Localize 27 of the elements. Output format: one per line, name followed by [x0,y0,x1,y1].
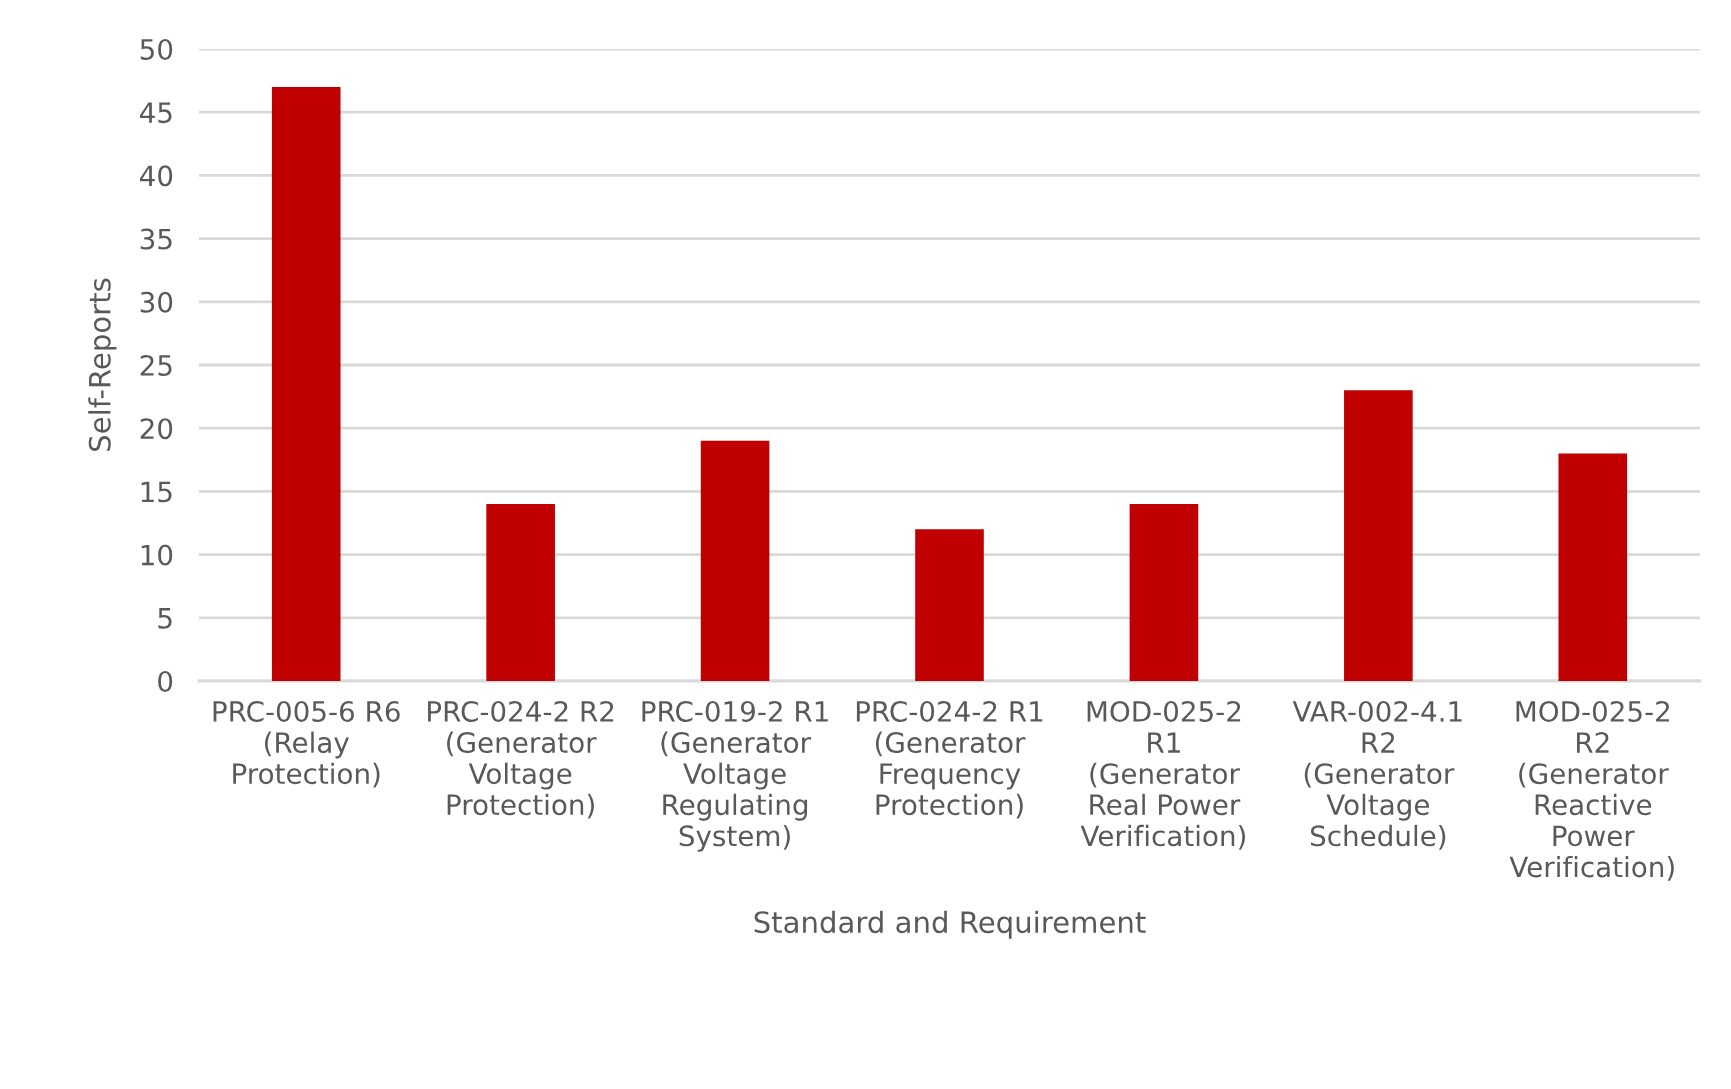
bar [700,440,770,681]
x-tick-label: PRC-024-2 R1 (Generator Frequency Protection) [856,700,1043,819]
bar [486,504,555,681]
y-tick-label: 40 [140,165,173,187]
y-tick-label: 50 [140,38,173,60]
y-tick-label: 15 [141,481,172,503]
y-axis-title: Self-Reports [88,278,117,451]
x-axis-title: Standard and Requirement [754,910,1146,939]
x-tick-label: PRC-005-6 R6 (Relay Protection) [213,700,400,788]
bar [1129,504,1199,681]
y-tick-label: 25 [140,354,172,376]
y-tick-label: 0 [158,670,173,692]
y-tick-label: 30 [140,291,173,313]
y-tick-label: 5 [158,608,172,629]
y-tick-label: 45 [140,102,172,124]
y-tick-label: 20 [140,418,173,440]
x-tick-label: PRC-024-2 R2 (Generator Voltage Protection) [428,700,614,819]
bar [1344,390,1413,681]
bar [915,529,984,681]
y-tick-label: 10 [141,544,173,566]
bar [1558,453,1628,681]
x-tick-label: PRC-019-2 R1 (Generator Voltage Regulating System) [642,700,828,852]
x-tick-label: VAR-002-4.1 R2 (Generator Voltage Schedule) [1292,700,1462,850]
bar [271,86,341,681]
x-tick-label: MOD-025-2 R1 (Generator Real Power Verification) [1080,700,1245,850]
x-tick-label: MOD-025-2 R2 (Generator Reactive Power Verification) [1509,700,1674,881]
y-tick-label: 35 [140,228,172,250]
